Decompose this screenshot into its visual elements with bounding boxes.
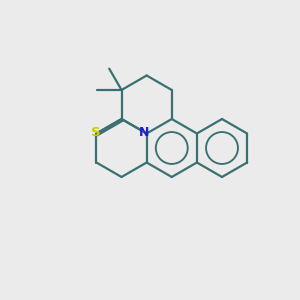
Text: N: N [139,126,149,139]
Text: S: S [91,126,100,139]
